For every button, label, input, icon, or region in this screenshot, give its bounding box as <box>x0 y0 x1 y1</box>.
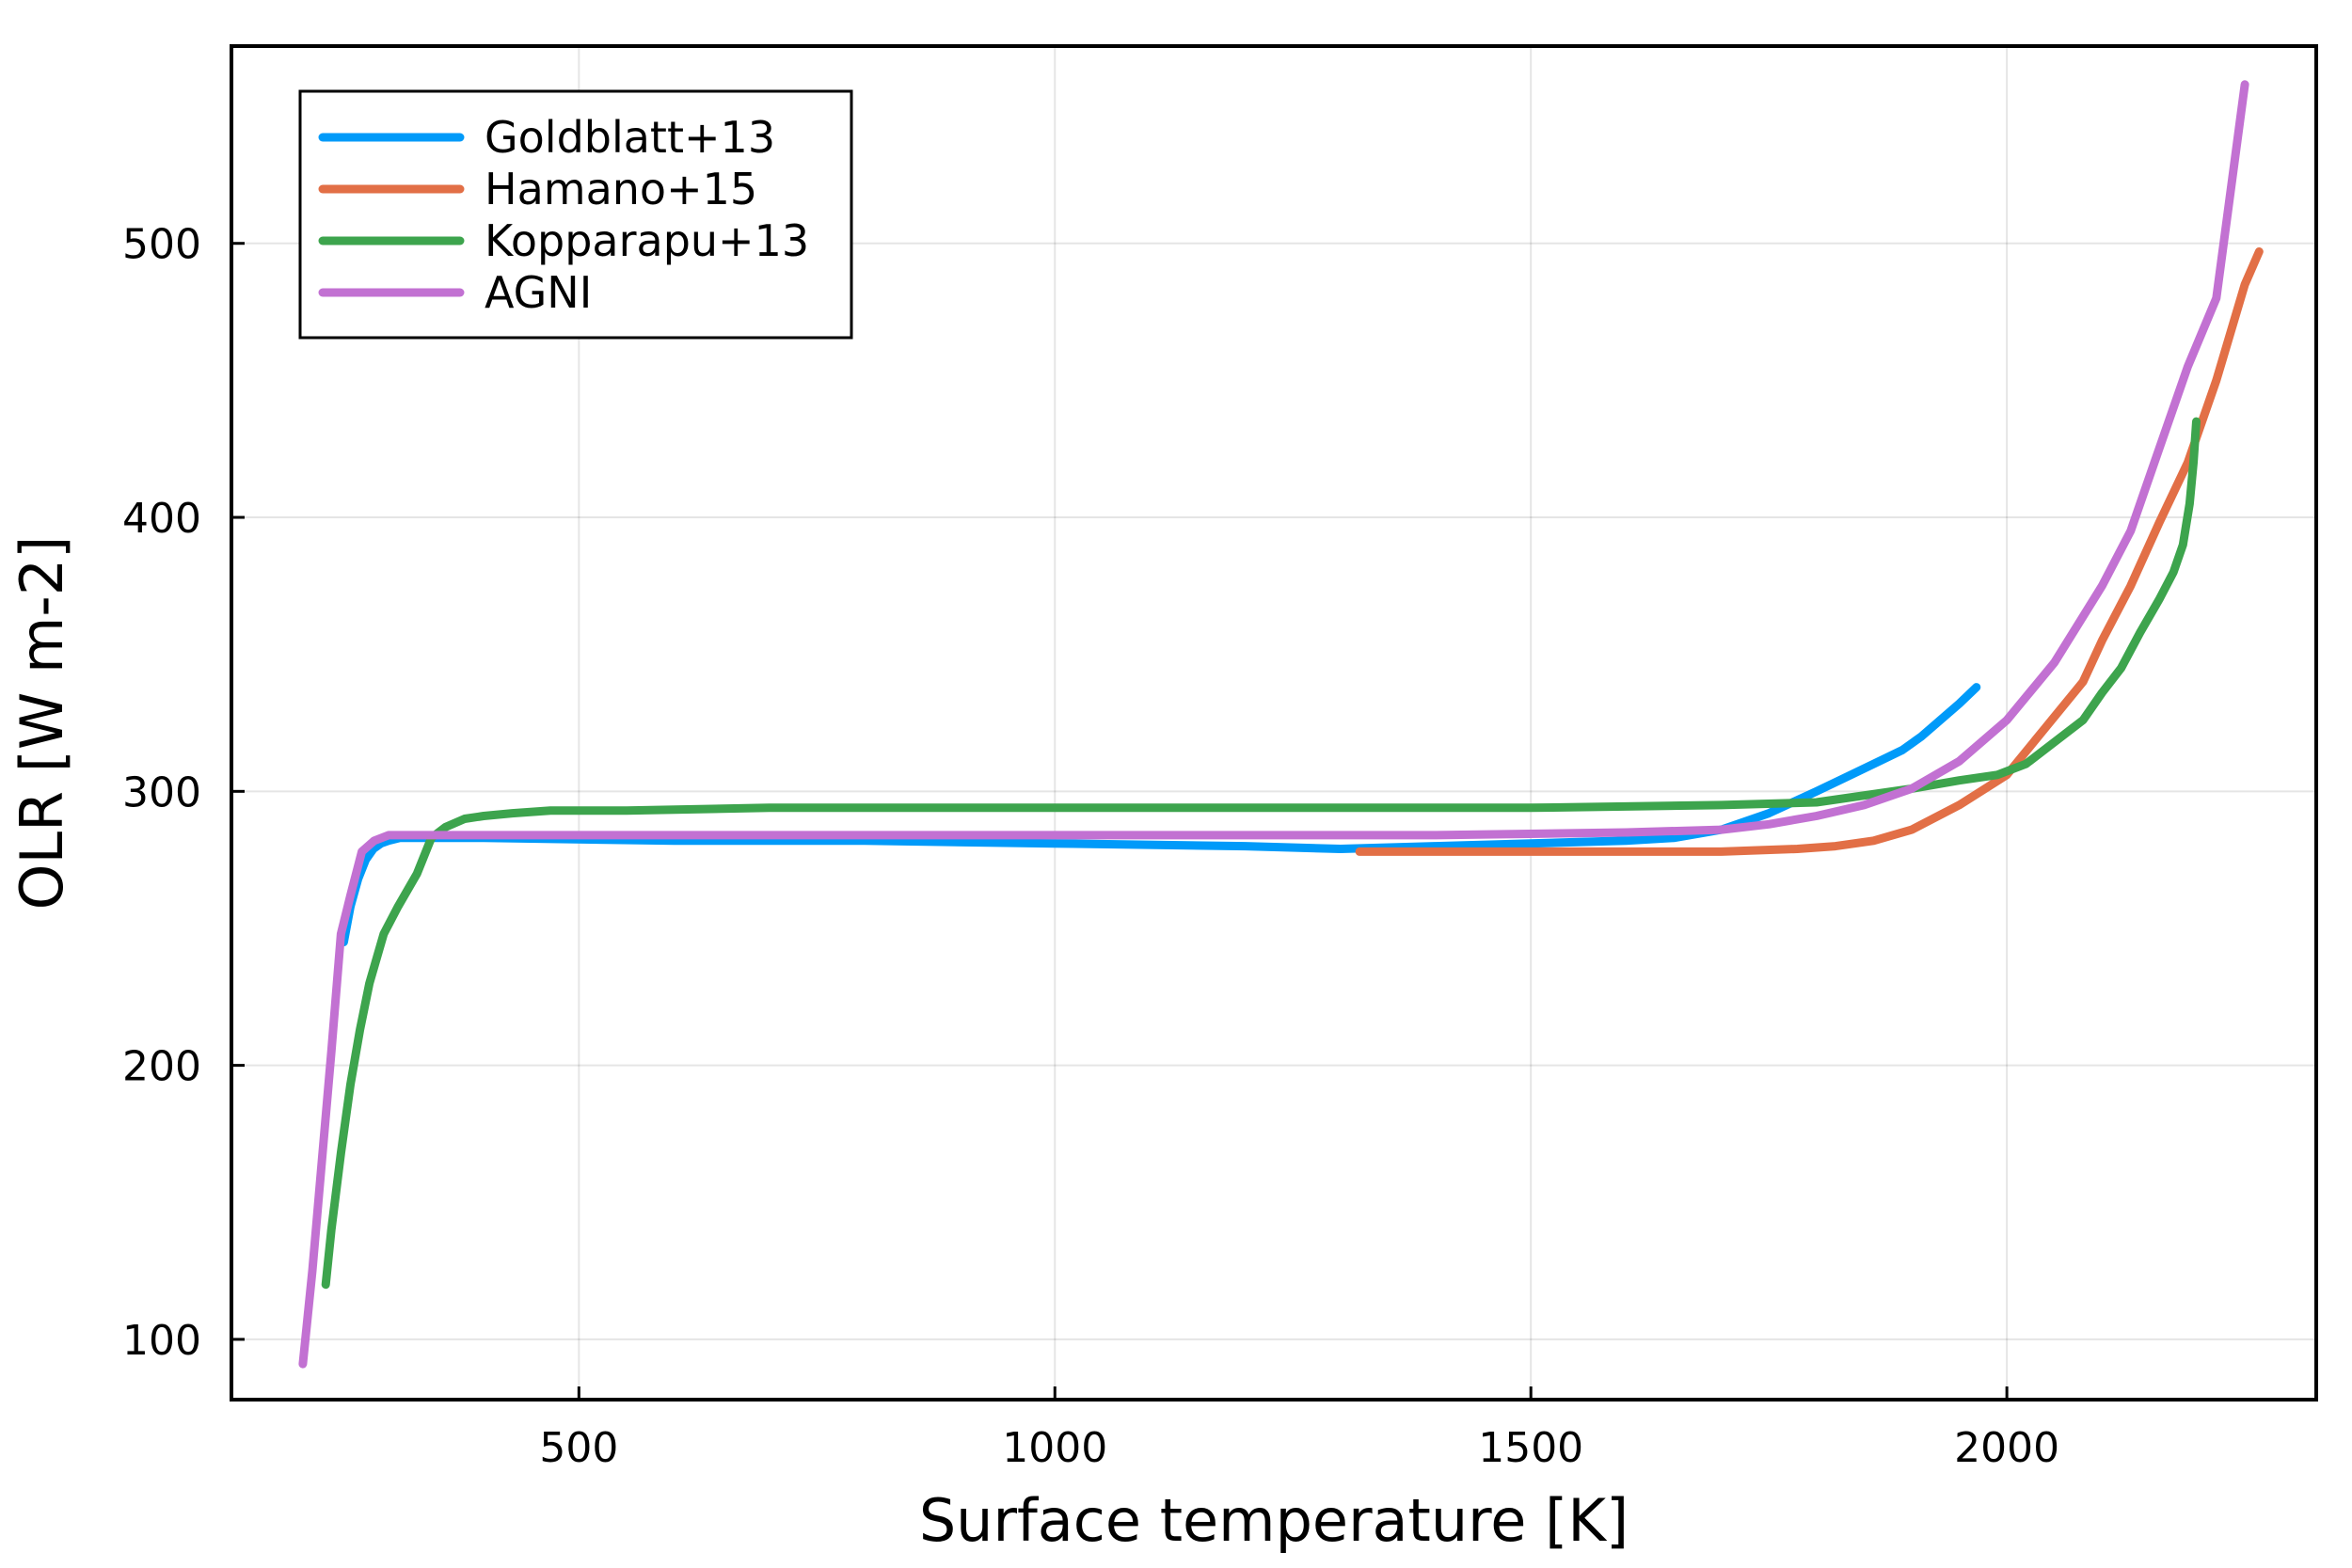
series-line-kopparapu-13 <box>321 417 2201 1290</box>
y-tick-label: 500 <box>122 221 201 269</box>
legend-label: Hamano+15 <box>485 164 757 214</box>
x-axis-label: Surface temperature [K] <box>919 1486 1629 1555</box>
series-line-goldblatt-13 <box>339 683 1981 946</box>
x-tick-label: 1500 <box>1478 1424 1583 1472</box>
x-tick-label: 1000 <box>1002 1424 1107 1472</box>
x-tick-label: 2000 <box>1954 1424 2059 1472</box>
y-tick-label: 300 <box>122 768 201 816</box>
y-tick-label: 400 <box>122 495 201 543</box>
series-lines <box>298 80 2264 1369</box>
legend-label: AGNI <box>485 267 592 318</box>
legend-label: Kopparapu+13 <box>485 215 809 266</box>
x-tick-label: 500 <box>539 1424 618 1472</box>
y-tick-label: 200 <box>122 1043 201 1091</box>
series-line-hamano-15 <box>1355 247 2264 856</box>
y-axis-ticks: 100 200 300 400 500 <box>122 221 245 1365</box>
series-line-agni <box>298 80 2249 1369</box>
y-tick-label: 100 <box>122 1317 201 1365</box>
plot-frame <box>230 44 2318 1402</box>
y-axis-label: OLR [W m-2] <box>8 536 76 911</box>
x-axis-ticks: 500 1000 1500 2000 <box>539 1386 2059 1472</box>
legend-label: Goldblatt+13 <box>485 112 775 163</box>
